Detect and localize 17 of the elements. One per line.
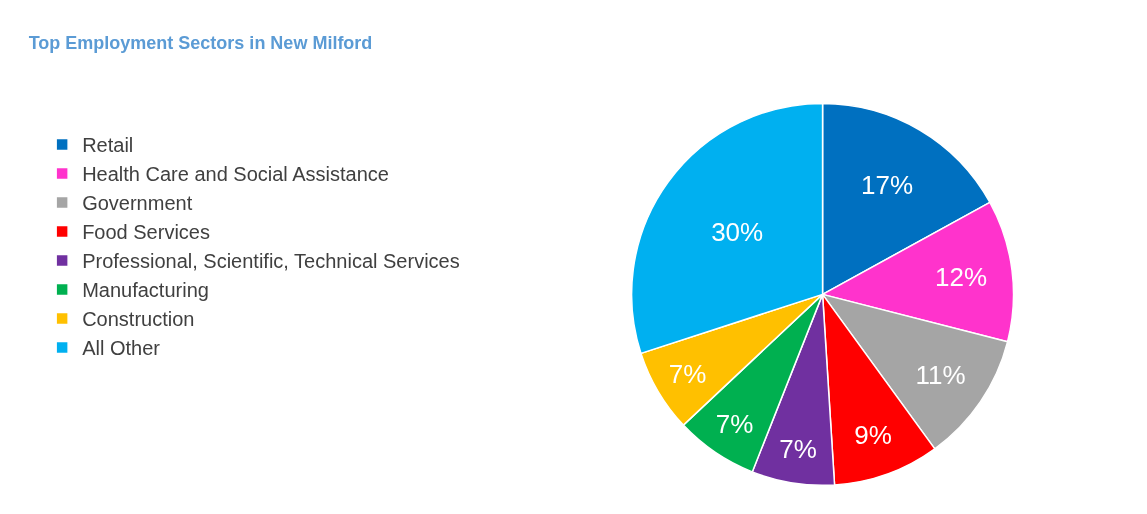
- data-label: 17%: [860, 170, 914, 201]
- data-label: 11%: [915, 359, 966, 390]
- chart-title: Top Employment Sectors in New Milford: [28, 32, 373, 53]
- data-label: 30%: [711, 217, 764, 248]
- data-label: 7%: [779, 434, 817, 465]
- legend-label: Government: [82, 192, 193, 215]
- legend-label: Retail: [82, 134, 134, 157]
- legend-label: Food Services: [82, 221, 210, 244]
- data-label: 7%: [668, 359, 707, 390]
- data-label: 12%: [935, 261, 988, 292]
- legend-label: Manufacturing: [82, 279, 209, 302]
- legend-label: Construction: [82, 308, 195, 331]
- data-label: 9%: [854, 419, 892, 450]
- legend-label: All Other: [82, 337, 161, 360]
- data-label: 7%: [715, 409, 754, 440]
- legend-label: Health Care and Social Assistance: [82, 163, 389, 186]
- legend-label: Professional, Scientific, Technical Services: [82, 250, 460, 273]
